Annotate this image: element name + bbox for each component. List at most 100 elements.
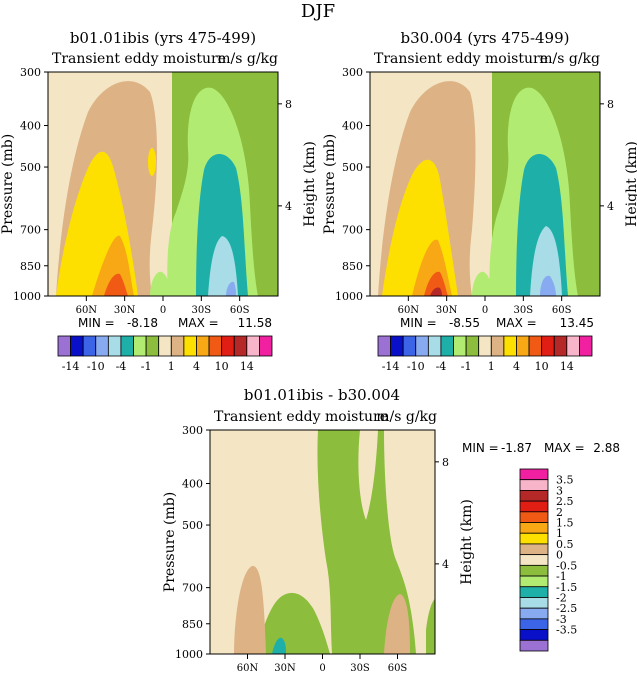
labelbar-box bbox=[541, 335, 555, 357]
labelbar-label: -2.5 bbox=[556, 602, 577, 615]
labelbar-1: -14 -10 -4 -1 1 4 10 14 bbox=[57, 335, 273, 373]
y-tick-label: 400 bbox=[20, 120, 41, 133]
right-tick-label: 8 bbox=[285, 98, 292, 111]
x-tick-label: 0 bbox=[482, 305, 488, 316]
panel-1-min-value: -8.18 bbox=[127, 316, 158, 330]
panel-3: b01.01ibis - b30.004 Transient eddy mois… bbox=[162, 386, 475, 673]
labelbar-label: -1 bbox=[141, 360, 152, 373]
labelbar-label: 14 bbox=[240, 360, 254, 373]
labelbar-box bbox=[170, 335, 185, 357]
right-tick-label: 4 bbox=[442, 558, 449, 571]
labelbar-label: 10 bbox=[215, 360, 229, 373]
labelbar-box bbox=[519, 554, 549, 566]
panel-3-min-label: MIN = bbox=[462, 441, 499, 455]
right-axis-title: Height (km) bbox=[302, 141, 318, 227]
panel-3-subtitle-right: m/s g/kg bbox=[376, 409, 437, 425]
labelbar-box bbox=[377, 335, 391, 357]
contour-neg-7 bbox=[226, 281, 236, 296]
y-tick-label: 500 bbox=[182, 519, 203, 532]
y-tick-label: 850 bbox=[20, 260, 41, 273]
y-tick-label: 700 bbox=[182, 582, 203, 595]
labelbar-label: -1 bbox=[461, 360, 472, 373]
right-tick-label: 8 bbox=[607, 98, 614, 111]
labelbar-label: -14 bbox=[382, 360, 400, 373]
labelbar-box bbox=[519, 500, 549, 513]
y-tick-label: 400 bbox=[182, 478, 203, 491]
contour-pos-2b bbox=[148, 148, 156, 176]
contour-pos-7 bbox=[104, 273, 128, 296]
panel-2-title: b30.004 (yrs 475-499) bbox=[401, 29, 570, 47]
panel-2-min-value: -8.55 bbox=[449, 316, 480, 330]
contour-pos-05b bbox=[384, 594, 410, 654]
labelbar-box bbox=[519, 618, 549, 630]
x-tick-label: 0 bbox=[160, 305, 166, 316]
contour-neg-7 bbox=[540, 275, 556, 296]
labelbar-label: 1.5 bbox=[556, 517, 574, 530]
labelbar-box bbox=[519, 564, 549, 577]
labelbar-label: 2.5 bbox=[556, 495, 574, 508]
labelbar-label: -10 bbox=[87, 360, 105, 373]
panel-1-axes: 300 400 500 700 850 1000 60N 30N 0 30S 60S 8 4 Pressu… bbox=[0, 66, 318, 316]
labelbar-box bbox=[183, 335, 197, 357]
labelbar-box bbox=[145, 335, 160, 357]
labelbar-box bbox=[465, 335, 480, 357]
right-tick-label: 4 bbox=[607, 200, 614, 213]
panel-3-min-value: -1.87 bbox=[501, 441, 532, 455]
contour-neg-4 bbox=[208, 236, 238, 296]
labelbar-label: -2 bbox=[556, 591, 567, 604]
panel-1-subtitle-right: m/s g/kg bbox=[217, 51, 278, 67]
labelbar-box bbox=[519, 511, 549, 523]
panel-1-max-label: MAX = bbox=[178, 316, 219, 330]
labelbar-label: 10 bbox=[535, 360, 549, 373]
labelbar-box bbox=[490, 335, 505, 357]
x-tick-label: 30S bbox=[192, 305, 212, 316]
contour-pos-05a bbox=[234, 565, 266, 654]
contour-neg-15 bbox=[272, 637, 286, 654]
labelbar-label: 3.5 bbox=[556, 474, 574, 487]
panel-3-subtitle-left: Transient eddy moisture bbox=[214, 409, 388, 425]
labelbar-box bbox=[390, 335, 404, 357]
labelbar-box bbox=[196, 335, 210, 357]
labelbar-box bbox=[528, 335, 543, 357]
contour-neg-05c bbox=[288, 603, 316, 654]
y-tick-label: 700 bbox=[342, 224, 363, 237]
panel-3-max-value: 2.88 bbox=[593, 441, 620, 455]
panel-3-title: b01.01ibis - b30.004 bbox=[244, 386, 400, 404]
y-tick-label: 300 bbox=[342, 66, 363, 79]
y-tick-label: 300 bbox=[182, 424, 203, 437]
labelbar-label: 1 bbox=[556, 527, 563, 540]
panel-1-contours bbox=[48, 72, 278, 296]
y-tick-label: 850 bbox=[182, 618, 203, 631]
x-tick-label: 30N bbox=[114, 305, 136, 316]
x-tick-label: 60N bbox=[398, 305, 420, 316]
labelbar-box bbox=[478, 335, 492, 357]
labelbar-box bbox=[233, 335, 248, 357]
x-tick-label: 60S bbox=[388, 663, 408, 673]
labelbar-box bbox=[82, 335, 97, 357]
labelbar-box bbox=[519, 586, 549, 598]
y-tick-label: 1000 bbox=[13, 290, 41, 303]
labelbar-label: 0 bbox=[556, 549, 563, 562]
y-tick-label: 700 bbox=[20, 224, 41, 237]
y-axis-title: Pressure (mb) bbox=[0, 134, 16, 234]
labelbar-label: -10 bbox=[407, 360, 425, 373]
labelbar-label: 4 bbox=[513, 360, 520, 373]
x-tick-label: 0 bbox=[319, 663, 325, 673]
y-tick-label: 1000 bbox=[335, 290, 363, 303]
panel-2-subtitle-left: Transient eddy moisture bbox=[374, 51, 548, 67]
contour-neg-2 bbox=[196, 154, 248, 296]
y-tick-label: 400 bbox=[342, 120, 363, 133]
panel-1-min-label: MIN = bbox=[78, 316, 115, 330]
x-tick-label: 60N bbox=[76, 305, 98, 316]
labelbar-label: -1 bbox=[556, 570, 567, 583]
panel-1-stats: MIN = -8.18 MAX = 11.58 bbox=[78, 316, 272, 330]
labelbar-box bbox=[415, 335, 429, 357]
y-tick-label: 500 bbox=[342, 161, 363, 174]
labelbar-box bbox=[95, 335, 109, 357]
panel-2-subtitle-right: m/s g/kg bbox=[539, 51, 600, 67]
labelbar-box bbox=[402, 335, 417, 357]
labelbar-2: -14 -10 -4 -1 1 4 10 14 bbox=[377, 335, 593, 373]
labelbar-box bbox=[453, 335, 467, 357]
x-tick-label: 30N bbox=[436, 305, 458, 316]
